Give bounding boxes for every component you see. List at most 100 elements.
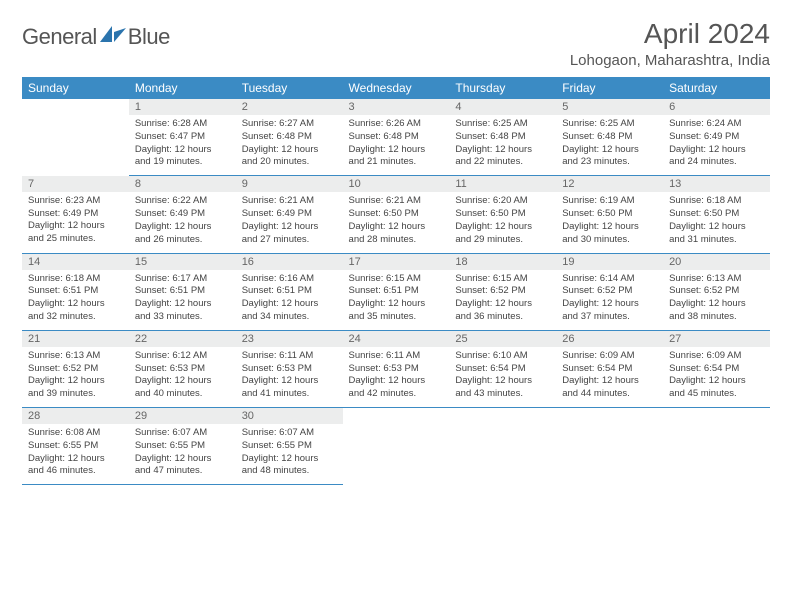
sunrise-text: Sunrise: 6:17 AM bbox=[135, 273, 230, 286]
day-number: 17 bbox=[343, 254, 450, 270]
day-details: Sunrise: 6:09 AMSunset: 6:54 PMDaylight:… bbox=[663, 347, 770, 407]
day-number: 20 bbox=[663, 254, 770, 270]
daylight-text: Daylight: 12 hours bbox=[242, 375, 337, 388]
daylight-text: and 42 minutes. bbox=[349, 388, 444, 401]
daylight-text: Daylight: 12 hours bbox=[349, 298, 444, 311]
day-details: Sunrise: 6:17 AMSunset: 6:51 PMDaylight:… bbox=[129, 270, 236, 330]
sunset-text: Sunset: 6:52 PM bbox=[669, 285, 764, 298]
sunset-text: Sunset: 6:51 PM bbox=[28, 285, 123, 298]
calendar-cell: 24Sunrise: 6:11 AMSunset: 6:53 PMDayligh… bbox=[343, 330, 450, 407]
day-number: 27 bbox=[663, 331, 770, 347]
sunrise-text: Sunrise: 6:11 AM bbox=[242, 350, 337, 363]
daylight-text: Daylight: 12 hours bbox=[135, 298, 230, 311]
daylight-text: Daylight: 12 hours bbox=[349, 144, 444, 157]
day-number: 28 bbox=[22, 408, 129, 424]
sunrise-text: Sunrise: 6:21 AM bbox=[349, 195, 444, 208]
day-number: 14 bbox=[22, 254, 129, 270]
sunset-text: Sunset: 6:50 PM bbox=[669, 208, 764, 221]
sunrise-text: Sunrise: 6:19 AM bbox=[562, 195, 657, 208]
day-details: Sunrise: 6:28 AMSunset: 6:47 PMDaylight:… bbox=[129, 115, 236, 175]
calendar-cell-empty bbox=[556, 408, 663, 485]
daylight-text: Daylight: 12 hours bbox=[135, 375, 230, 388]
day-details: Sunrise: 6:15 AMSunset: 6:52 PMDaylight:… bbox=[449, 270, 556, 330]
weekday-header: Monday bbox=[129, 77, 236, 99]
calendar-cell: 9Sunrise: 6:21 AMSunset: 6:49 PMDaylight… bbox=[236, 176, 343, 253]
daylight-text: and 48 minutes. bbox=[242, 465, 337, 478]
day-number: 24 bbox=[343, 331, 450, 347]
brand-logo: General Blue bbox=[22, 24, 170, 50]
day-number: 25 bbox=[449, 331, 556, 347]
daylight-text: Daylight: 12 hours bbox=[28, 220, 123, 233]
sunrise-text: Sunrise: 6:10 AM bbox=[455, 350, 550, 363]
sunrise-text: Sunrise: 6:18 AM bbox=[669, 195, 764, 208]
calendar-cell: 1Sunrise: 6:28 AMSunset: 6:47 PMDaylight… bbox=[129, 99, 236, 176]
day-number: 1 bbox=[129, 99, 236, 115]
calendar-cell: 12Sunrise: 6:19 AMSunset: 6:50 PMDayligh… bbox=[556, 176, 663, 253]
daylight-text: Daylight: 12 hours bbox=[562, 221, 657, 234]
day-details: Sunrise: 6:26 AMSunset: 6:48 PMDaylight:… bbox=[343, 115, 450, 175]
weekday-header: Saturday bbox=[663, 77, 770, 99]
daylight-text: Daylight: 12 hours bbox=[28, 298, 123, 311]
daylight-text: Daylight: 12 hours bbox=[242, 453, 337, 466]
day-number: 6 bbox=[663, 99, 770, 115]
calendar-cell: 22Sunrise: 6:12 AMSunset: 6:53 PMDayligh… bbox=[129, 330, 236, 407]
sunset-text: Sunset: 6:49 PM bbox=[669, 131, 764, 144]
day-details: Sunrise: 6:07 AMSunset: 6:55 PMDaylight:… bbox=[236, 424, 343, 484]
sunset-text: Sunset: 6:48 PM bbox=[455, 131, 550, 144]
weekday-header: Wednesday bbox=[343, 77, 450, 99]
sunrise-text: Sunrise: 6:07 AM bbox=[135, 427, 230, 440]
daylight-text: and 26 minutes. bbox=[135, 234, 230, 247]
brand-sail-icon bbox=[100, 26, 126, 49]
sunset-text: Sunset: 6:48 PM bbox=[562, 131, 657, 144]
calendar-cell: 11Sunrise: 6:20 AMSunset: 6:50 PMDayligh… bbox=[449, 176, 556, 253]
calendar-header: SundayMondayTuesdayWednesdayThursdayFrid… bbox=[22, 77, 770, 99]
daylight-text: Daylight: 12 hours bbox=[562, 298, 657, 311]
daylight-text: and 29 minutes. bbox=[455, 234, 550, 247]
day-details: Sunrise: 6:10 AMSunset: 6:54 PMDaylight:… bbox=[449, 347, 556, 407]
daylight-text: Daylight: 12 hours bbox=[349, 221, 444, 234]
calendar-cell: 20Sunrise: 6:13 AMSunset: 6:52 PMDayligh… bbox=[663, 253, 770, 330]
calendar-cell: 27Sunrise: 6:09 AMSunset: 6:54 PMDayligh… bbox=[663, 330, 770, 407]
calendar-cell-empty bbox=[663, 408, 770, 485]
sunset-text: Sunset: 6:51 PM bbox=[242, 285, 337, 298]
day-details: Sunrise: 6:19 AMSunset: 6:50 PMDaylight:… bbox=[556, 192, 663, 252]
sunset-text: Sunset: 6:47 PM bbox=[135, 131, 230, 144]
sunset-text: Sunset: 6:49 PM bbox=[135, 208, 230, 221]
sunset-text: Sunset: 6:52 PM bbox=[28, 363, 123, 376]
day-number: 22 bbox=[129, 331, 236, 347]
sunset-text: Sunset: 6:52 PM bbox=[562, 285, 657, 298]
weekday-header: Sunday bbox=[22, 77, 129, 99]
daylight-text: Daylight: 12 hours bbox=[349, 375, 444, 388]
day-details: Sunrise: 6:07 AMSunset: 6:55 PMDaylight:… bbox=[129, 424, 236, 484]
calendar-week-row: 1Sunrise: 6:28 AMSunset: 6:47 PMDaylight… bbox=[22, 99, 770, 176]
day-number: 13 bbox=[663, 176, 770, 192]
location-text: Lohogaon, Maharashtra, India bbox=[570, 52, 770, 69]
daylight-text: and 47 minutes. bbox=[135, 465, 230, 478]
title-block: April 2024 Lohogaon, Maharashtra, India bbox=[570, 18, 770, 69]
calendar-cell-empty bbox=[22, 99, 129, 176]
day-number: 8 bbox=[129, 176, 236, 192]
calendar-week-row: 7Sunrise: 6:23 AMSunset: 6:49 PMDaylight… bbox=[22, 176, 770, 253]
day-number: 29 bbox=[129, 408, 236, 424]
calendar-cell: 8Sunrise: 6:22 AMSunset: 6:49 PMDaylight… bbox=[129, 176, 236, 253]
calendar-cell-empty bbox=[449, 408, 556, 485]
sunset-text: Sunset: 6:48 PM bbox=[242, 131, 337, 144]
day-number: 2 bbox=[236, 99, 343, 115]
daylight-text: Daylight: 12 hours bbox=[455, 221, 550, 234]
daylight-text: Daylight: 12 hours bbox=[455, 298, 550, 311]
calendar-cell: 3Sunrise: 6:26 AMSunset: 6:48 PMDaylight… bbox=[343, 99, 450, 176]
calendar-body: 1Sunrise: 6:28 AMSunset: 6:47 PMDaylight… bbox=[22, 99, 770, 485]
calendar-cell: 10Sunrise: 6:21 AMSunset: 6:50 PMDayligh… bbox=[343, 176, 450, 253]
sunset-text: Sunset: 6:50 PM bbox=[349, 208, 444, 221]
day-number: 19 bbox=[556, 254, 663, 270]
day-details: Sunrise: 6:13 AMSunset: 6:52 PMDaylight:… bbox=[663, 270, 770, 330]
daylight-text: Daylight: 12 hours bbox=[455, 144, 550, 157]
daylight-text: and 34 minutes. bbox=[242, 311, 337, 324]
sunrise-text: Sunrise: 6:11 AM bbox=[349, 350, 444, 363]
daylight-text: Daylight: 12 hours bbox=[242, 221, 337, 234]
sunset-text: Sunset: 6:54 PM bbox=[669, 363, 764, 376]
sunset-text: Sunset: 6:49 PM bbox=[28, 208, 123, 221]
month-title: April 2024 bbox=[570, 18, 770, 50]
sunset-text: Sunset: 6:48 PM bbox=[349, 131, 444, 144]
day-number: 30 bbox=[236, 408, 343, 424]
